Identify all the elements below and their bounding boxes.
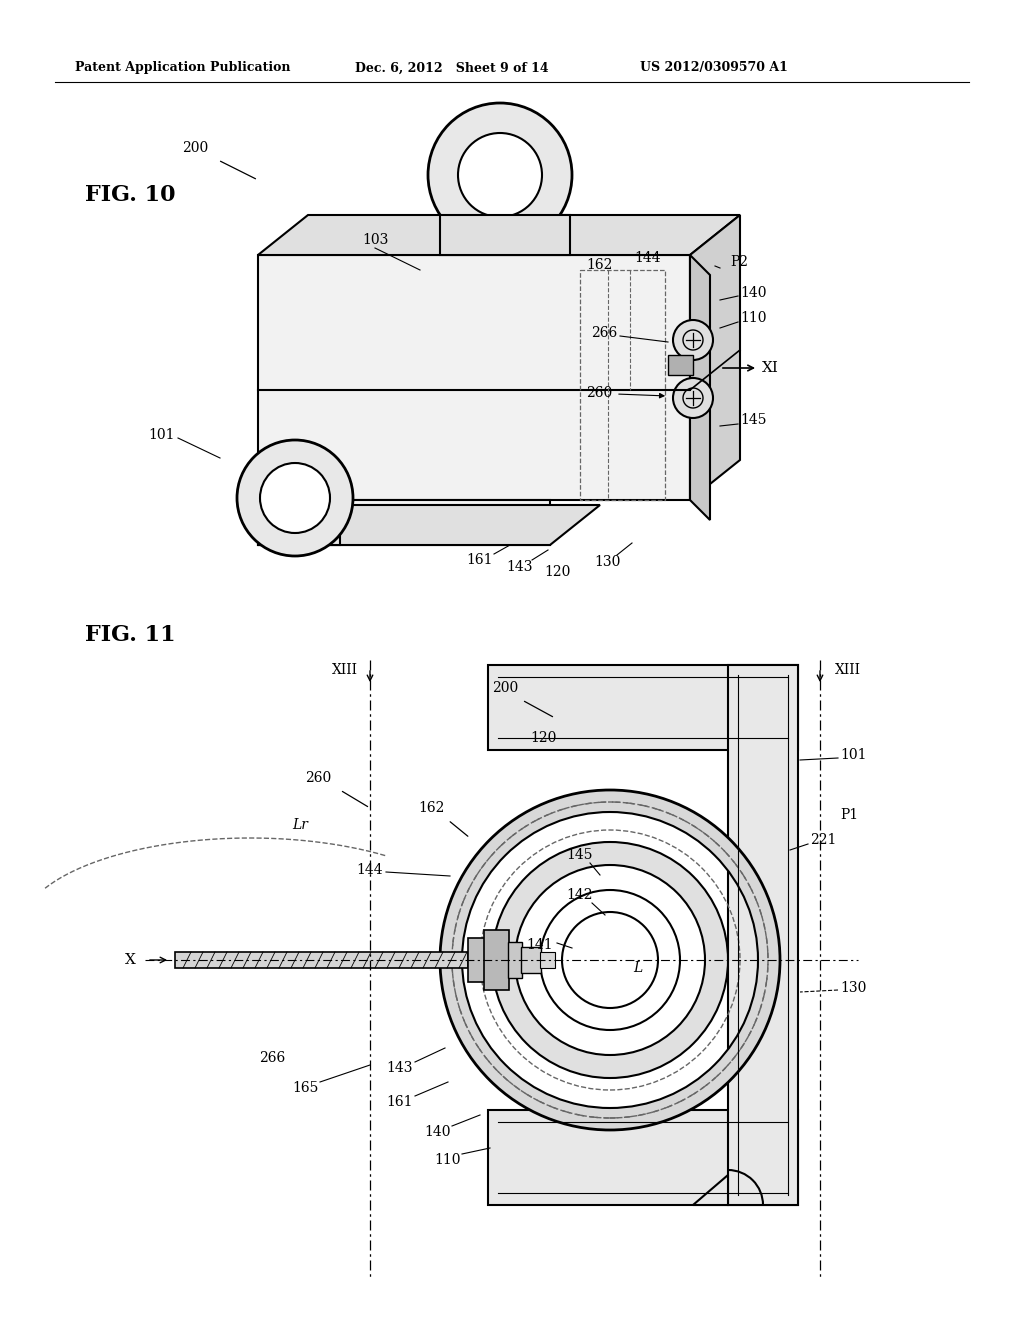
Text: 120: 120 [529, 731, 556, 744]
Text: XIII: XIII [835, 663, 861, 677]
FancyBboxPatch shape [540, 952, 555, 968]
Text: 143: 143 [387, 1061, 414, 1074]
FancyBboxPatch shape [484, 931, 509, 990]
Text: P2: P2 [730, 255, 748, 269]
Text: 165: 165 [292, 1081, 318, 1096]
Text: 266: 266 [259, 1051, 285, 1065]
Text: X: X [125, 953, 135, 968]
Text: 142: 142 [566, 888, 593, 902]
FancyBboxPatch shape [175, 952, 468, 968]
Wedge shape [440, 789, 780, 1130]
Text: 161: 161 [387, 1096, 414, 1109]
Text: Lr: Lr [292, 818, 308, 832]
Polygon shape [690, 255, 710, 520]
Text: 162: 162 [587, 257, 613, 272]
FancyBboxPatch shape [521, 946, 541, 973]
Circle shape [237, 440, 353, 556]
FancyBboxPatch shape [728, 665, 798, 1205]
Text: 140: 140 [425, 1125, 452, 1139]
FancyBboxPatch shape [488, 1110, 798, 1205]
Text: 221: 221 [810, 833, 837, 847]
Text: FIG. 10: FIG. 10 [85, 183, 175, 206]
Text: P1: P1 [840, 808, 858, 822]
FancyBboxPatch shape [468, 939, 486, 982]
Circle shape [673, 378, 713, 418]
Wedge shape [492, 842, 728, 1078]
Text: FIG. 11: FIG. 11 [85, 624, 176, 645]
FancyBboxPatch shape [668, 355, 693, 375]
Text: 145: 145 [566, 847, 593, 862]
Circle shape [458, 133, 542, 216]
Text: Dec. 6, 2012   Sheet 9 of 14: Dec. 6, 2012 Sheet 9 of 14 [355, 62, 549, 74]
Text: 143: 143 [507, 560, 534, 574]
Text: 110: 110 [435, 1152, 461, 1167]
Text: Patent Application Publication: Patent Application Publication [75, 62, 291, 74]
Polygon shape [258, 500, 550, 545]
Text: 130: 130 [840, 981, 866, 995]
Polygon shape [258, 500, 340, 545]
Text: 200: 200 [182, 141, 208, 154]
Text: 260: 260 [305, 771, 331, 785]
Text: 162: 162 [419, 801, 445, 814]
Text: L: L [634, 961, 643, 975]
Text: 260: 260 [586, 385, 612, 400]
Text: 145: 145 [740, 413, 767, 426]
Polygon shape [258, 215, 740, 255]
Polygon shape [440, 215, 570, 255]
Polygon shape [693, 1175, 728, 1205]
Text: 120: 120 [545, 565, 571, 579]
Text: 144: 144 [635, 251, 662, 265]
Polygon shape [258, 506, 600, 545]
Text: 140: 140 [740, 286, 767, 300]
Text: 110: 110 [740, 312, 767, 325]
Text: US 2012/0309570 A1: US 2012/0309570 A1 [640, 62, 787, 74]
Polygon shape [690, 215, 740, 500]
Text: 130: 130 [595, 554, 622, 569]
Text: 103: 103 [361, 234, 388, 247]
Circle shape [673, 319, 713, 360]
Text: 101: 101 [148, 428, 175, 442]
Circle shape [428, 103, 572, 247]
Text: 101: 101 [840, 748, 866, 762]
Text: 200: 200 [492, 681, 518, 696]
Text: 161: 161 [467, 553, 494, 568]
Text: XIII: XIII [332, 663, 358, 677]
FancyBboxPatch shape [488, 665, 798, 750]
FancyBboxPatch shape [508, 942, 522, 978]
Text: 266: 266 [591, 326, 617, 341]
Circle shape [260, 463, 330, 533]
Text: 144: 144 [356, 863, 383, 876]
Polygon shape [258, 255, 690, 500]
Text: XI: XI [762, 360, 779, 375]
Text: 141: 141 [526, 939, 553, 952]
